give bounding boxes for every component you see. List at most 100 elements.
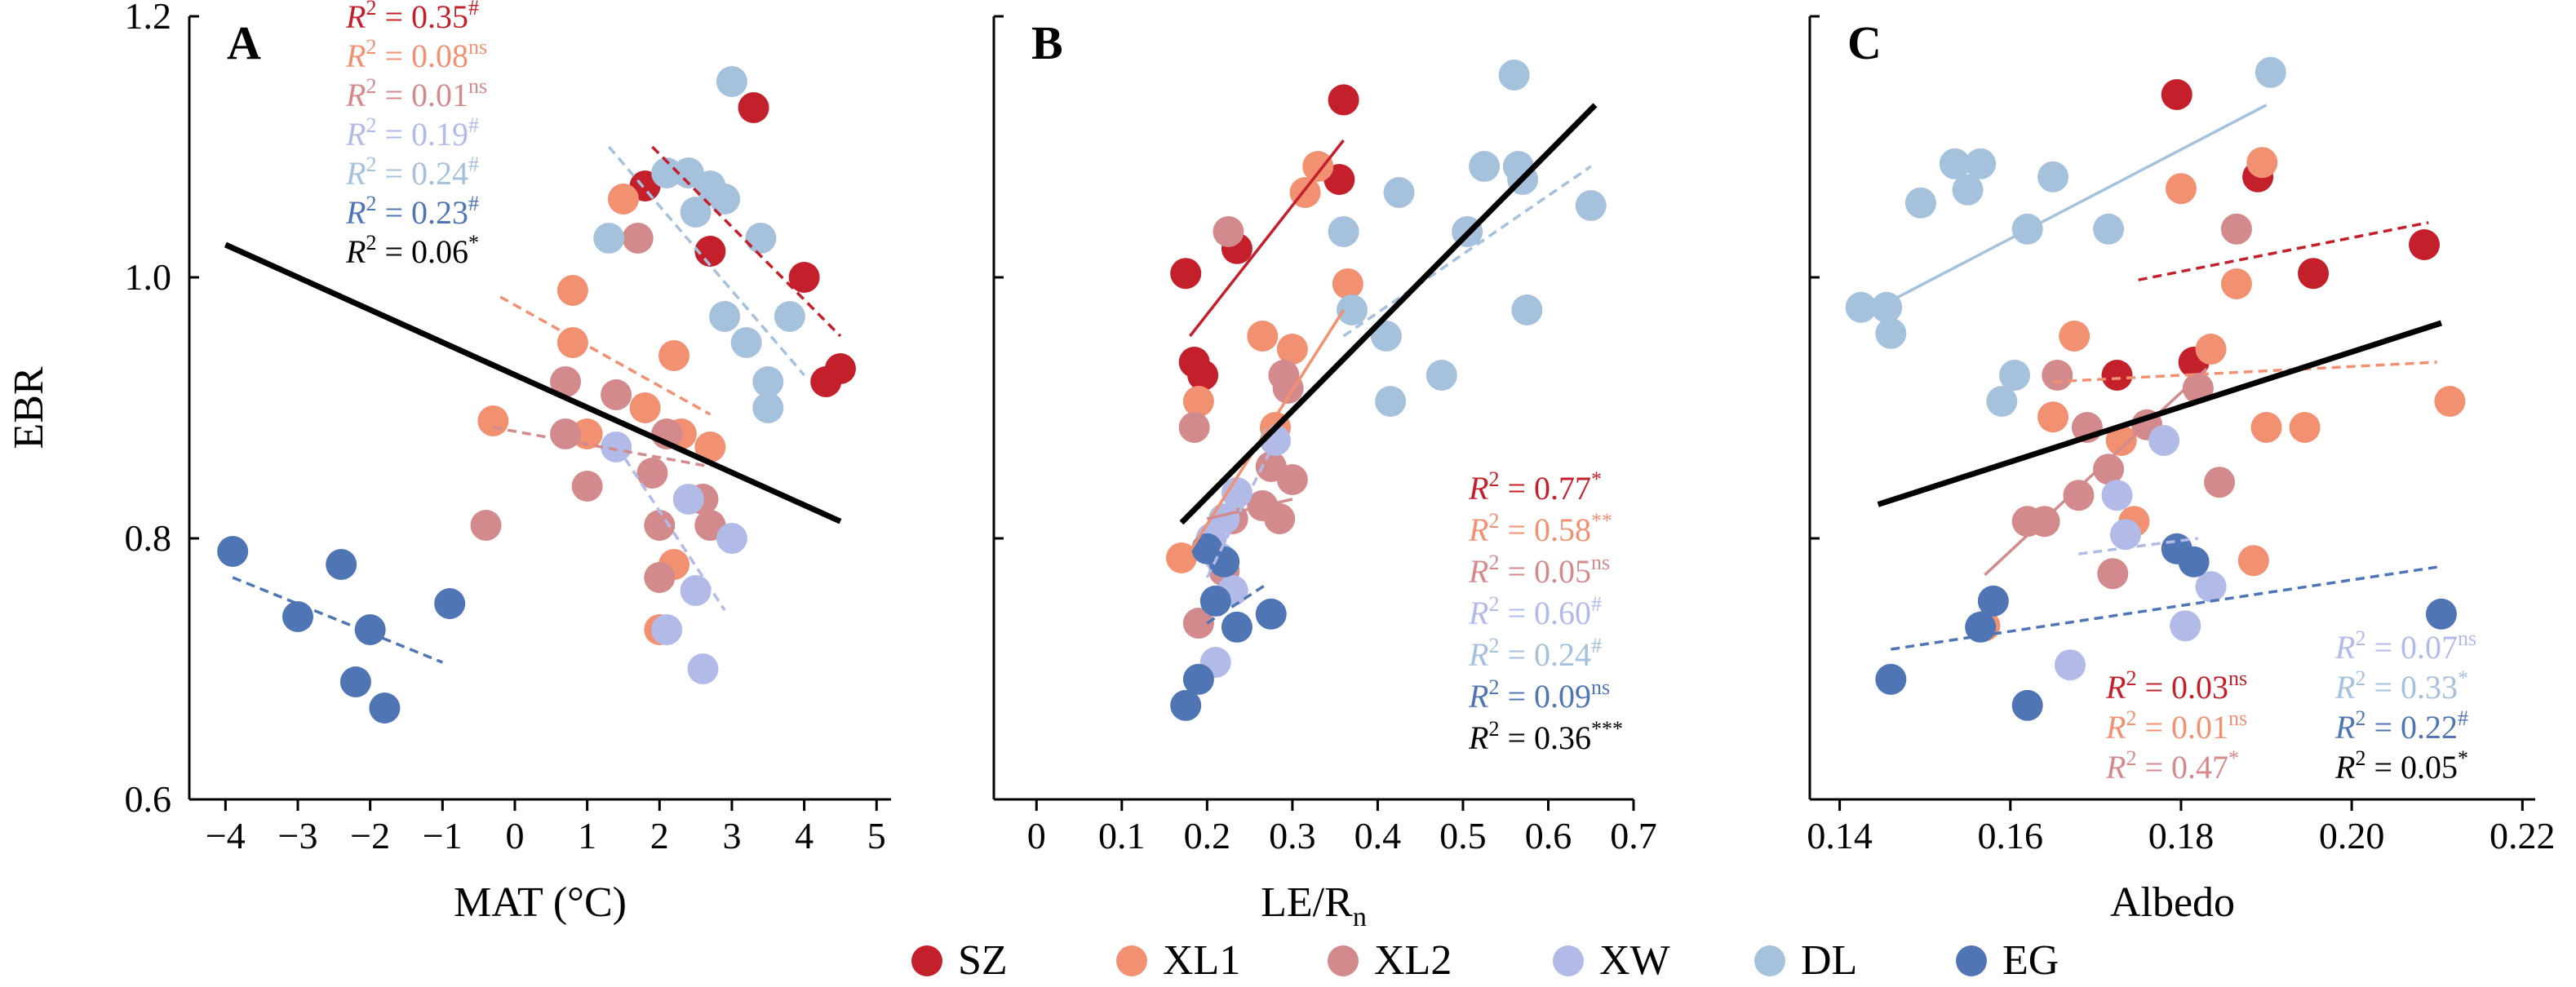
y-tick-label: 0.6 [125,778,172,820]
data-point [672,484,704,515]
data-point [434,588,466,619]
data-point [1221,611,1253,643]
data-point [2195,334,2227,365]
legend: SZ XL1 XL2 XW DL EG [911,937,2059,984]
r2-value: 0.19 [411,116,468,153]
data-point [824,353,856,384]
legend-item-SZ: SZ [911,937,1008,984]
r2-exponent: 2 [2126,746,2136,770]
r2-value: 0.03 [2171,669,2228,706]
fit-line-EG [232,576,443,664]
data-point [369,693,401,724]
r2-significance: ns [1591,551,1610,574]
x-tick-label: 0.16 [1978,815,2044,856]
panel-label: B [1031,16,1063,69]
legend-label: XW [1599,937,1670,984]
r2-exponent: 2 [366,113,376,137]
fit-line-EG [1891,565,2437,651]
r2-symbol: R [2334,629,2355,666]
fit-line-DL [607,145,805,377]
r2-symbol: R [345,116,366,153]
x-tick-label: −2 [350,815,390,856]
data-point [680,197,712,228]
x-tick-label: 0.1 [1098,815,1146,856]
data-point [282,601,313,632]
data-point [2059,321,2091,352]
series-XL2 [470,223,726,593]
data-point [477,405,509,436]
x-tick-label: 0.7 [1610,815,1657,856]
data-point [2105,425,2137,456]
r2-exponent: 2 [2355,706,2365,730]
data-point [2220,213,2252,245]
r2-annotation: R2 = 0.60# [1468,592,1602,631]
x-tick-label: 0.20 [2319,815,2385,856]
data-point [1182,386,1214,417]
data-point [326,549,357,580]
r2-symbol: R [345,155,366,192]
data-point [1328,216,1359,247]
r2-value: 0.05 [2401,749,2458,786]
r2-symbol: R [345,233,366,270]
r2-exponent: 2 [2126,706,2136,730]
data-point [680,575,712,606]
data-point [556,275,588,306]
x-tick-label: 0 [1027,815,1046,856]
r2-equals: = [376,194,411,231]
data-point [658,340,690,371]
r2-value: 0.22 [2401,709,2458,746]
data-point [1498,60,1530,91]
r2-symbol: R [345,77,366,113]
r2-annotation: R2 = 0.35# [345,0,479,35]
data-point [571,418,603,449]
r2-annotation: R2 = 0.03ns [2105,666,2247,706]
r2-exponent: 2 [1488,592,1499,616]
legend-label: XL1 [1163,937,1240,984]
data-point [2289,412,2321,443]
r2-symbol: R [2334,669,2355,706]
data-point [2037,401,2069,433]
r2-equals: = [1499,636,1534,673]
data-point [1272,373,1304,404]
r2-exponent: 2 [366,74,376,98]
r2-annotation: R2 = 0.23# [345,192,479,231]
data-point [470,510,502,541]
r2-value: 0.24 [411,155,468,192]
y-tick-label: 1.0 [125,256,172,298]
r2-exponent: 2 [1488,551,1499,574]
r2-equals: = [376,233,411,270]
x-tick-label: −3 [278,815,318,856]
data-point [2063,480,2095,511]
fit-line-XL2 [1206,498,1293,520]
r2-symbol: R [1468,636,1488,673]
data-point [2220,268,2252,299]
data-point [2250,412,2282,443]
r2-annotation: R2 = 0.77* [1468,467,1602,507]
r2-equals: = [1499,719,1534,756]
data-point [2237,545,2269,577]
data-point [752,392,784,423]
data-point [1187,360,1219,391]
data-point [2148,425,2180,456]
y-axis-title: EBR [6,366,52,449]
y-tick-label: 1.2 [125,0,172,37]
x-tick-label: −1 [423,815,463,856]
r2-annotation: R2 = 0.07ns [2334,626,2476,666]
r2-value: 0.58 [1534,511,1591,548]
data-point [687,653,719,684]
r2-value: 0.77 [1534,470,1591,507]
r2-significance: * [468,231,479,254]
r2-annotation: R2 = 0.06* [345,231,479,270]
fit-line-XL2 [493,426,711,468]
series-XW [2054,425,2227,681]
data-point [636,458,668,489]
data-point [1247,321,1279,352]
data-point [730,327,762,358]
x-tick-label: 0.22 [2490,815,2556,856]
r2-equals: = [1499,511,1534,548]
x-tick-label: 0.14 [1807,815,1873,856]
data-point [2204,467,2236,498]
